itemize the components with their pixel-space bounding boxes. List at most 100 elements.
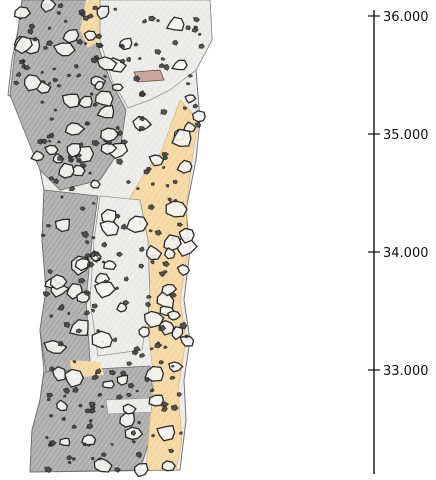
clast [109, 370, 117, 376]
clast [158, 324, 167, 332]
clast [92, 202, 96, 205]
clast [179, 335, 195, 347]
clast [170, 292, 177, 298]
clast [178, 227, 195, 244]
clast [27, 28, 34, 35]
clast [171, 128, 192, 148]
clast [186, 82, 191, 86]
clast [101, 452, 107, 458]
clast-layer [13, 0, 206, 478]
clast [46, 134, 53, 139]
clast [192, 17, 201, 23]
clast [100, 142, 118, 156]
clast [160, 109, 168, 115]
clast [91, 374, 100, 380]
clast [84, 408, 91, 414]
clast [114, 467, 121, 473]
clast [87, 13, 94, 19]
clast [177, 222, 184, 227]
clast [52, 77, 59, 83]
clast [42, 291, 51, 297]
clast [64, 122, 86, 136]
clast [148, 204, 155, 211]
clast [119, 412, 136, 428]
clast [172, 39, 179, 46]
clast [123, 276, 129, 282]
clast [66, 455, 73, 461]
clast [156, 424, 176, 442]
clast [83, 310, 91, 316]
clast [139, 352, 146, 358]
clast [102, 379, 115, 389]
clast [184, 94, 197, 104]
clast [137, 420, 141, 425]
clast [40, 70, 45, 74]
clast [139, 115, 146, 122]
clast [48, 176, 55, 181]
clast [43, 45, 49, 50]
clast [167, 310, 181, 321]
clast [185, 25, 191, 31]
clast [29, 23, 36, 30]
clast [93, 251, 100, 257]
clast [83, 290, 91, 297]
clast [182, 121, 197, 133]
clast [161, 405, 168, 412]
clast [45, 40, 54, 47]
clast [126, 180, 132, 185]
clast [148, 15, 157, 22]
clast [144, 376, 151, 382]
clast [135, 389, 140, 393]
clast [88, 418, 93, 423]
clast [115, 213, 121, 219]
clast [154, 229, 162, 236]
clast [126, 392, 133, 398]
clast [94, 368, 102, 375]
clast [52, 67, 57, 71]
clast [112, 337, 118, 343]
clast [56, 11, 62, 16]
clast [120, 370, 127, 376]
clast [169, 375, 176, 380]
clast [116, 158, 124, 165]
clast [57, 303, 65, 311]
clast [128, 382, 135, 389]
clast [151, 433, 156, 438]
clast [75, 328, 83, 334]
clast [15, 71, 22, 77]
clast [138, 56, 142, 61]
clast [71, 424, 77, 429]
clast [102, 260, 117, 270]
clast [59, 437, 71, 447]
clast [86, 422, 94, 430]
clast [63, 321, 71, 328]
clast [188, 74, 193, 78]
clast [85, 121, 91, 126]
clast [49, 117, 55, 121]
clast [133, 75, 141, 82]
clast [96, 104, 115, 119]
clast [154, 342, 163, 349]
clast [52, 42, 76, 57]
depth-tick-label: 33.000 [383, 364, 429, 379]
clast [133, 42, 139, 47]
clast [148, 154, 165, 167]
clast [162, 155, 169, 161]
clast [72, 360, 77, 364]
clast [54, 218, 70, 233]
clast [191, 27, 199, 33]
clast [23, 65, 31, 71]
clast [110, 443, 114, 446]
clast [89, 92, 94, 96]
clast [83, 15, 90, 22]
clast [95, 33, 103, 40]
clast [48, 139, 52, 143]
clast [40, 0, 57, 13]
clast [83, 42, 88, 46]
clast [57, 2, 64, 8]
clast [191, 110, 206, 123]
clast [49, 366, 55, 372]
clast [168, 361, 184, 373]
clast [179, 431, 183, 435]
